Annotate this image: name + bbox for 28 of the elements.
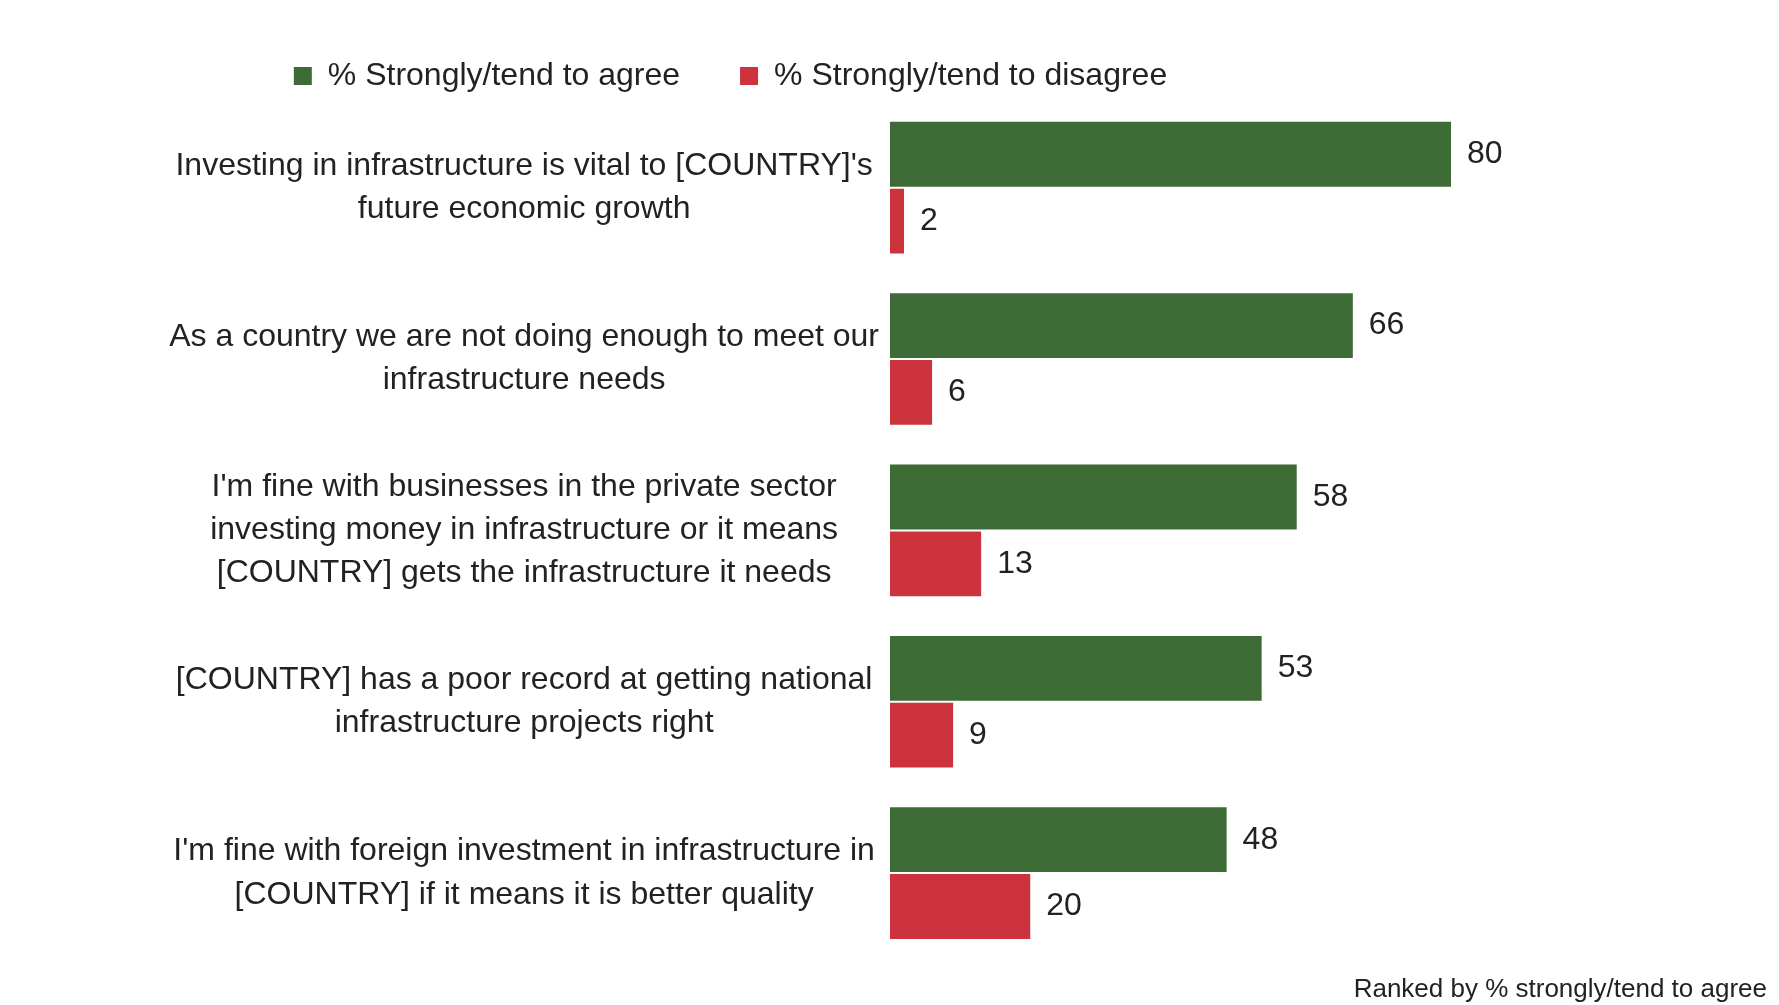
data-label: 53: [1277, 648, 1314, 685]
y-tick-label: I'm fine with businesses in the private sector investing money in infrastructure or it means [COUNTRY] gets the infrastructure it needs: [210, 467, 839, 590]
bar: [890, 464, 1297, 530]
legend-label: % Strongly/tend to agree: [327, 55, 681, 92]
bar: [890, 874, 1031, 939]
bar: [890, 188, 905, 254]
y-tick-label: As a country we are not doing enough to meet our infrastructure needs: [169, 317, 880, 397]
bar: [890, 807, 1227, 873]
bar: [890, 121, 1451, 187]
data-label: 66: [1368, 305, 1405, 342]
data-label: 58: [1312, 476, 1349, 513]
data-label: 6: [948, 372, 966, 409]
bar: [890, 293, 1353, 359]
legend-label: % Strongly/tend to disagree: [774, 55, 1168, 92]
data-label: 80: [1467, 134, 1503, 171]
bar: [890, 635, 1262, 701]
y-tick-label: [COUNTRY] has a poor record at getting national infrastructure projects right: [175, 659, 873, 740]
text: Ranked by % strongly/tend to agree: [1353, 973, 1767, 1004]
data-label: 20: [1046, 886, 1082, 923]
data-label: 9: [969, 715, 987, 751]
y-tick-label: Investing in infrastructure is vital to [COUNTRY]'s future economic growth: [175, 145, 873, 226]
data-label: 2: [920, 200, 938, 237]
bar: [890, 702, 954, 768]
data-label: 13: [997, 543, 1033, 580]
bar: [890, 360, 933, 425]
y-tick-label: I'm fine with foreign investment in infrastructure in [COUNTRY] if it means it is better quality: [173, 831, 875, 911]
bar: [890, 531, 982, 597]
data-label: 48: [1242, 819, 1279, 856]
